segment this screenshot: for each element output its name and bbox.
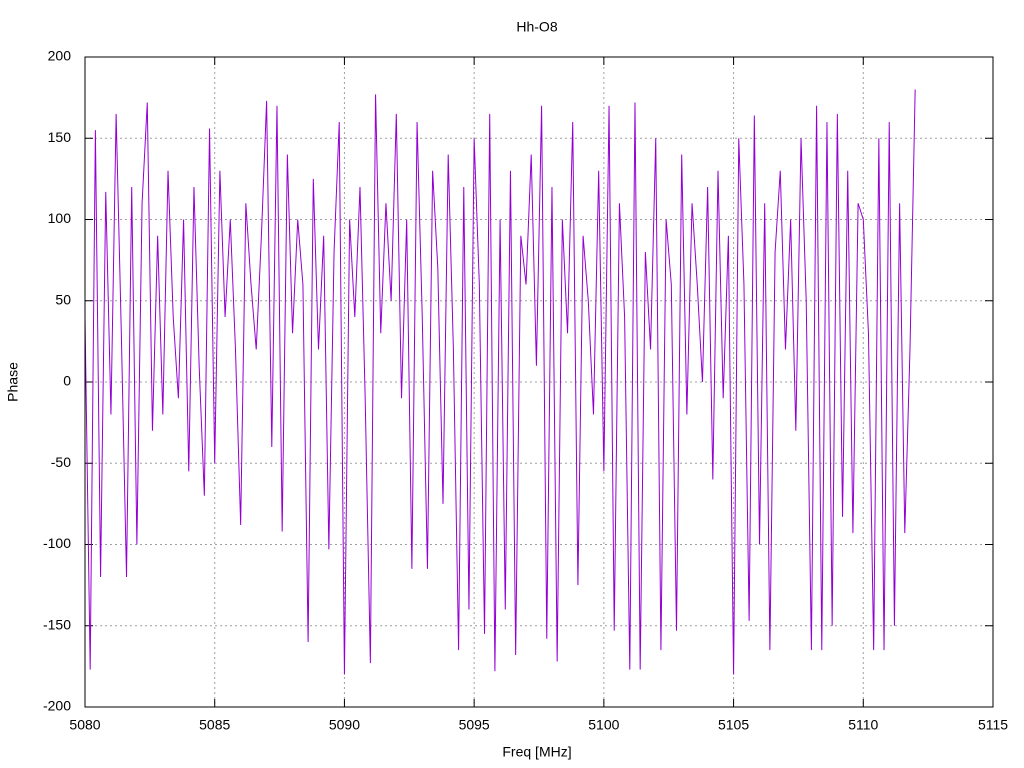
y-tick-label: 0 — [63, 373, 71, 389]
plot-border — [84, 56, 994, 708]
y-tick-label: 100 — [48, 210, 72, 226]
x-axis-label: Freq [MHz] — [502, 744, 571, 760]
x-tick-label: 5115 — [978, 717, 1008, 733]
x-tick-label: 5090 — [329, 717, 360, 733]
x-tick-label: 5105 — [718, 717, 749, 733]
data-line — [84, 89, 916, 675]
y-tick-label: 50 — [55, 291, 71, 307]
y-tick-label: 150 — [48, 129, 72, 145]
y-tick-label: 200 — [48, 48, 72, 64]
x-tick-label: 5085 — [199, 717, 230, 733]
y-tick-label: -100 — [43, 535, 71, 551]
x-tick-label: 5080 — [69, 717, 100, 733]
x-tick-label: 5110 — [848, 717, 878, 733]
y-tick-label: -50 — [51, 454, 71, 470]
x-tick-label: 5095 — [459, 717, 490, 733]
chart-title: Hh-O8 — [516, 19, 557, 35]
x-tick-label: 5100 — [588, 717, 619, 733]
y-axis-label: Phase — [5, 362, 21, 402]
y-tick-label: -200 — [43, 698, 71, 714]
y-tick-label: -150 — [43, 616, 71, 632]
